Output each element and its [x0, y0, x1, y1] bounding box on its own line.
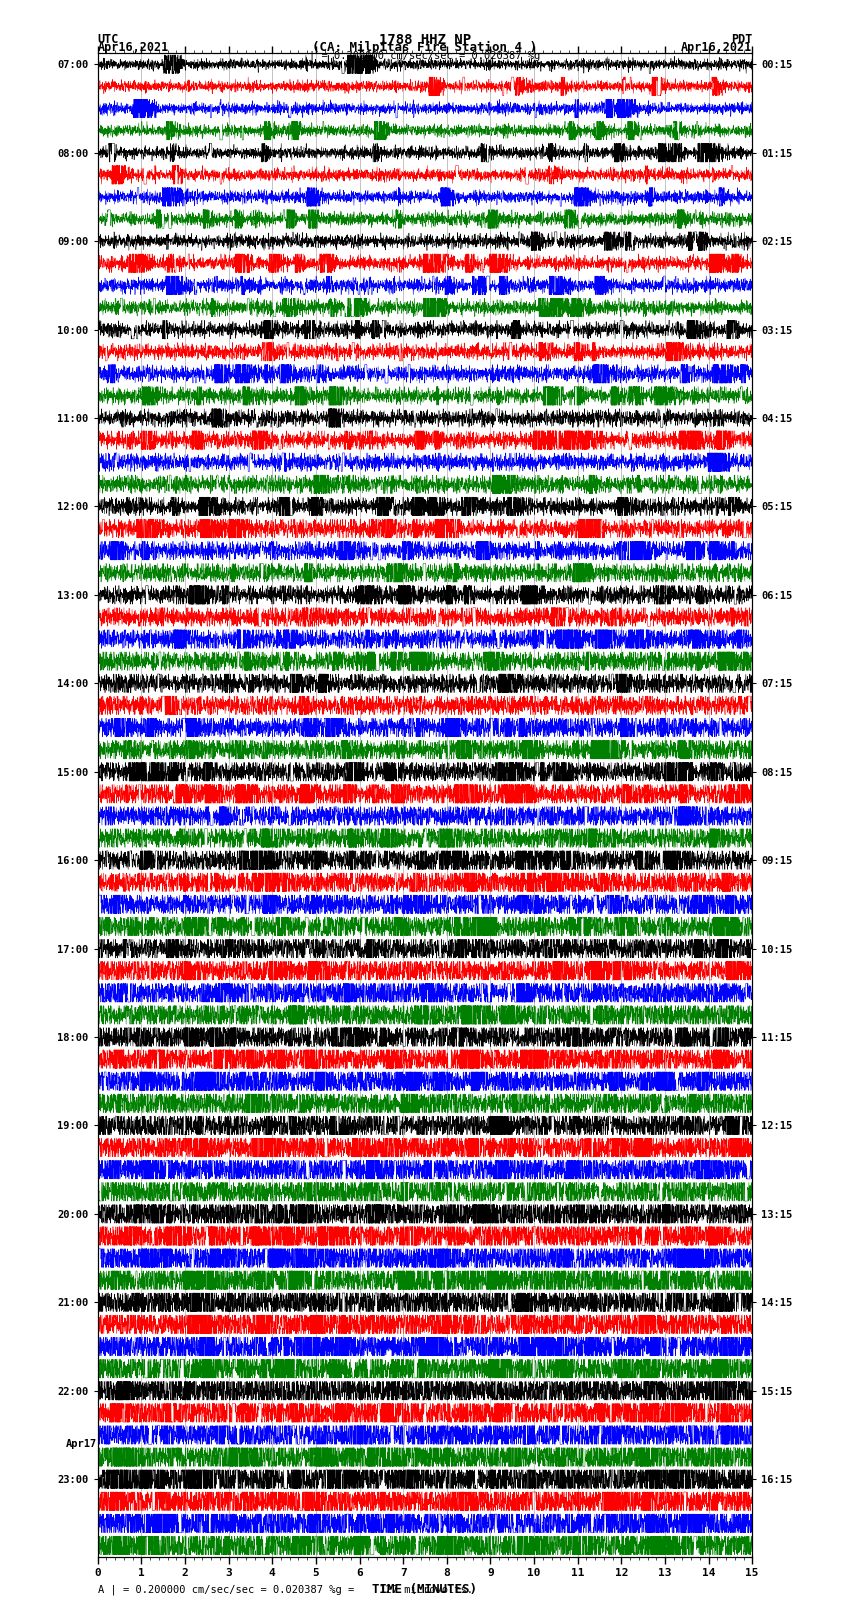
X-axis label: TIME (MINUTES): TIME (MINUTES) — [372, 1582, 478, 1595]
Text: (CA: Milpitas Fire Station 4 ): (CA: Milpitas Fire Station 4 ) — [313, 40, 537, 55]
Text: A | = 0.200000 cm/sec/sec = 0.020387 %g =    127 microvolts.: A | = 0.200000 cm/sec/sec = 0.020387 %g … — [98, 1584, 473, 1595]
Text: UTC: UTC — [98, 32, 119, 47]
Text: PDT: PDT — [731, 32, 752, 47]
Text: Apr16,2021: Apr16,2021 — [681, 40, 752, 55]
Text: | = 0.200000 cm/sec/sec = 0.020387 %g: | = 0.200000 cm/sec/sec = 0.020387 %g — [309, 50, 541, 61]
Text: 1788 HHZ NP: 1788 HHZ NP — [379, 32, 471, 47]
Text: Apr17: Apr17 — [65, 1439, 97, 1448]
Text: Apr16,2021: Apr16,2021 — [98, 40, 169, 55]
